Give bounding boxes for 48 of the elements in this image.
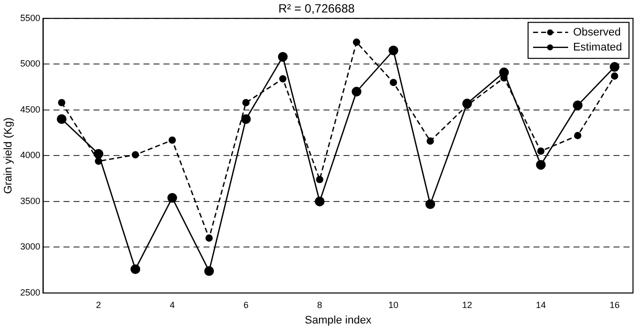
point [132, 151, 140, 158]
x-tick-label: 10 [388, 300, 398, 310]
point [241, 114, 251, 124]
point [536, 160, 546, 170]
y-axis-title: Grain yield (Kg) [2, 117, 15, 194]
y-tick-label: 4000 [20, 150, 40, 160]
y-tick-label: 3500 [20, 196, 40, 206]
y-tick-label: 4500 [20, 104, 40, 114]
point [388, 46, 398, 56]
x-axis-title: Sample index [304, 314, 372, 326]
point [56, 114, 66, 124]
point [574, 132, 582, 140]
point [316, 176, 324, 184]
chart-title: R² = 0,726688 [278, 2, 356, 16]
x-tick-label: 8 [317, 300, 322, 310]
point [58, 98, 66, 106]
x-tick-label: 12 [462, 300, 472, 310]
point [425, 199, 436, 210]
point [94, 149, 104, 159]
y-tick-label: 3000 [20, 242, 40, 252]
point [426, 137, 434, 145]
point [204, 266, 214, 276]
point [314, 196, 325, 206]
point [130, 264, 140, 274]
point [537, 147, 544, 155]
point [352, 38, 360, 46]
point [242, 98, 250, 106]
point [278, 52, 288, 62]
point [279, 75, 286, 82]
y-tick-label: 5500 [20, 12, 40, 23]
point [205, 234, 213, 242]
legend-label: Observed [573, 26, 621, 38]
x-tick-label: 2 [96, 300, 102, 310]
point [390, 78, 398, 86]
x-tick-label: 4 [170, 300, 175, 310]
x-tick-label: 14 [536, 300, 546, 310]
point [167, 192, 178, 203]
x-tick-label: 16 [610, 300, 620, 310]
point [168, 136, 176, 144]
point [572, 100, 583, 110]
x-tick-label: 6 [243, 300, 248, 310]
point [610, 72, 618, 80]
y-tick-label: 2500 [20, 287, 40, 298]
point [352, 86, 362, 96]
point [610, 62, 620, 72]
point [94, 158, 102, 165]
legend-label: Estimated [573, 41, 622, 54]
y-tick-label: 5000 [20, 58, 40, 69]
